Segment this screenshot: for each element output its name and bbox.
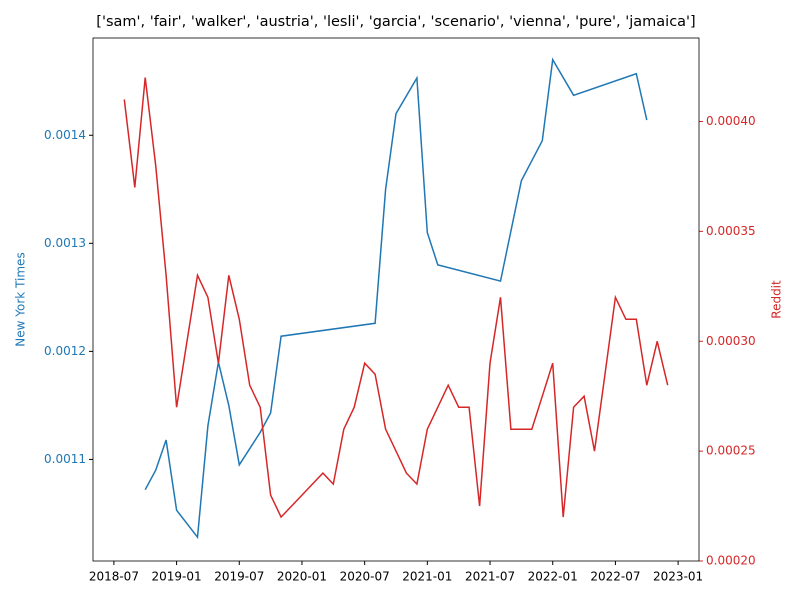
x-tick-label: 2018-07 bbox=[89, 570, 139, 584]
x-tick-label: 2021-01 bbox=[402, 570, 452, 584]
x-tick-label: 2021-07 bbox=[465, 570, 515, 584]
x-tick-label: 2022-01 bbox=[528, 570, 578, 584]
y-tick-label: 0.0012 bbox=[44, 344, 86, 358]
x-tick-label: 2020-01 bbox=[277, 570, 327, 584]
plot-frame bbox=[92, 37, 700, 562]
y2-tick-label: 0.00025 bbox=[706, 444, 756, 458]
y2-tick-label: 0.00040 bbox=[706, 114, 756, 128]
y-tick-label: 0.0011 bbox=[44, 452, 86, 466]
x-tick-label: 2019-07 bbox=[214, 570, 264, 584]
series-line bbox=[144, 57, 648, 540]
series-line bbox=[123, 77, 669, 519]
y2-tick-label: 0.00020 bbox=[706, 554, 756, 568]
y-tick-label: 0.0014 bbox=[44, 128, 86, 142]
x-tick-label: 2020-07 bbox=[340, 570, 390, 584]
y2-axis-label: Reddit bbox=[770, 280, 784, 319]
x-tick-label: 2022-07 bbox=[590, 570, 640, 584]
y-axis-label: New York Times bbox=[14, 252, 28, 346]
x-tick-label: 2019-01 bbox=[152, 570, 202, 584]
chart-title: ['sam', 'fair', 'walker', 'austria', 'le… bbox=[96, 14, 695, 30]
y-tick-label: 0.0013 bbox=[44, 236, 86, 250]
y2-tick-label: 0.00035 bbox=[706, 224, 756, 238]
y2-tick-label: 0.00030 bbox=[706, 334, 756, 348]
x-tick-label: 2023-01 bbox=[653, 570, 703, 584]
